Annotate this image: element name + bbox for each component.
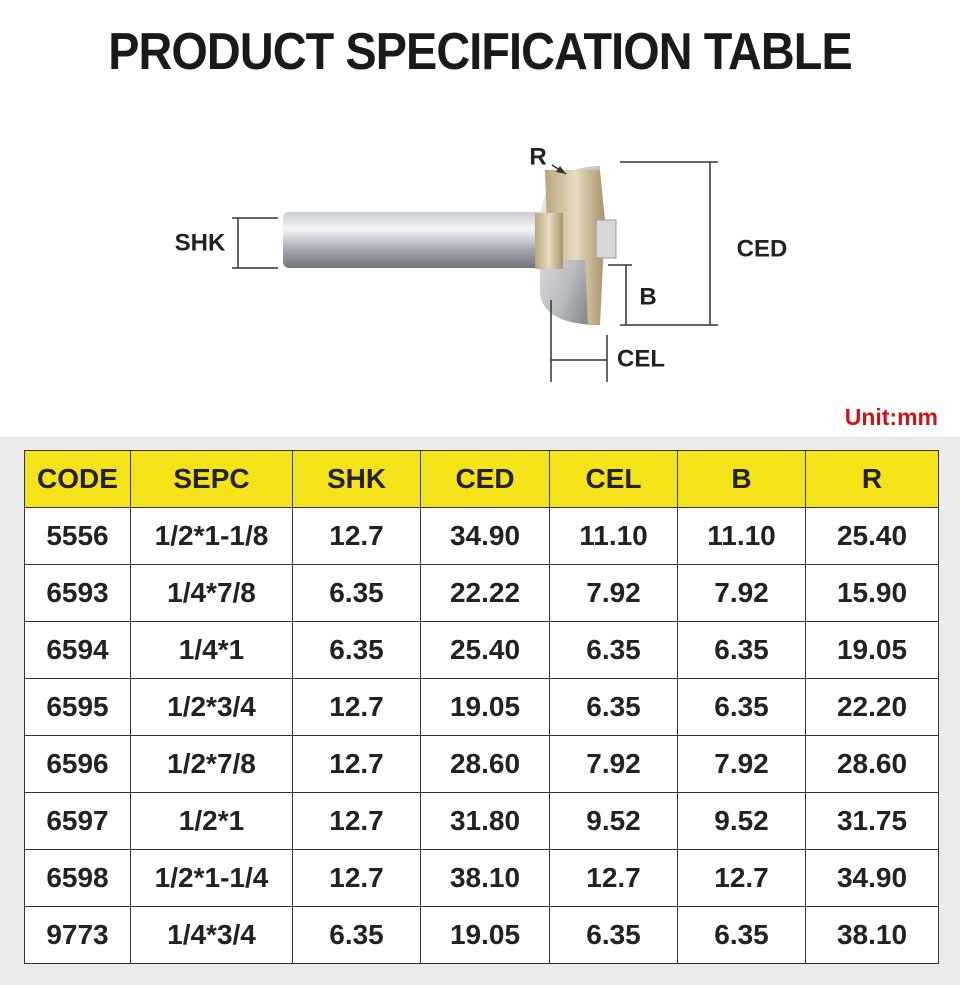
table-cell: 5556 (24, 507, 131, 565)
table-cell: 6.35 (549, 906, 678, 964)
table-cell: 38.10 (420, 849, 550, 907)
table-cell: 9773 (24, 906, 131, 964)
table-cell: 11.10 (677, 507, 806, 565)
column-header: CODE (24, 450, 131, 508)
table-row: 6595 1/2*3/4 12.7 19.05 6.35 6.35 22.20 (24, 678, 939, 736)
table-cell: 31.75 (805, 792, 939, 850)
table-cell: 12.7 (292, 792, 421, 850)
table-cell: 1/4*3/4 (130, 906, 293, 964)
table-cell: 9.52 (549, 792, 678, 850)
table-cell: 25.40 (420, 621, 550, 679)
table-row: 6597 1/2*1 12.7 31.80 9.52 9.52 31.75 (24, 792, 939, 850)
table-body: 5556 1/2*1-1/8 12.7 34.90 11.10 11.10 25.40 659… (24, 507, 939, 964)
table-cell: 28.60 (420, 735, 550, 793)
collar (535, 213, 563, 269)
table-cell: 1/4*7/8 (130, 564, 293, 622)
table-row: 6594 1/4*1 6.35 25.40 6.35 6.35 19.05 (24, 621, 939, 679)
arrow (556, 166, 566, 174)
table-cell: 19.05 (420, 906, 550, 964)
column-header: SHK (292, 450, 421, 508)
table-cell: 12.7 (677, 849, 806, 907)
column-header: CEL (549, 450, 678, 508)
table-cell: 1/2*7/8 (130, 735, 293, 793)
table-cell: 6.35 (677, 621, 806, 679)
table-cell: 6.35 (549, 621, 678, 679)
table-cell: 1/4*1 (130, 621, 293, 679)
unit-label: Unit:mm (844, 404, 938, 430)
label-r: R (529, 143, 546, 170)
table-cell: 1/2*1-1/4 (130, 849, 293, 907)
table-cell: 11.10 (549, 507, 678, 565)
table-cell: 6594 (24, 621, 131, 679)
table-cell: 15.90 (805, 564, 939, 622)
table-cell: 1/2*1 (130, 792, 293, 850)
table-cell: 22.20 (805, 678, 939, 736)
column-header: B (677, 450, 806, 508)
column-header: SEPC (130, 450, 293, 508)
table-cell: 28.60 (805, 735, 939, 793)
table-cell: 6597 (24, 792, 131, 850)
table-cell: 6.35 (549, 678, 678, 736)
table-cell: 12.7 (549, 849, 678, 907)
table-row: 9773 1/4*3/4 6.35 19.05 6.35 6.35 38.10 (24, 906, 939, 964)
table-cell: 1/2*1-1/8 (130, 507, 293, 565)
spec-table: CODE SEPC SHK CED CEL B R 5556 1/2*1-1/8 12.7 34.… (24, 450, 939, 964)
label-b: B (639, 283, 656, 310)
cutter-face (595, 219, 617, 259)
table-row: 6598 1/2*1-1/4 12.7 38.10 12.7 12.7 34.90 (24, 849, 939, 907)
label-cel: CEL (617, 345, 665, 372)
table-cell: 38.10 (805, 906, 939, 964)
table-cell: 7.92 (677, 564, 806, 622)
table-cell: 12.7 (292, 735, 421, 793)
dimension-lines (232, 161, 718, 382)
table-cell: 6.35 (677, 678, 806, 736)
table-cell: 19.05 (805, 621, 939, 679)
table-cell: 12.7 (292, 849, 421, 907)
table-cell: 6593 (24, 564, 131, 622)
table-cell: 6.35 (292, 906, 421, 964)
header-row: CODE SEPC SHK CED CEL B R (24, 450, 939, 508)
table-row: 6596 1/2*7/8 12.7 28.60 7.92 7.92 28.60 (24, 735, 939, 793)
table-cell: 6595 (24, 678, 131, 736)
label-shk: SHK (175, 229, 226, 256)
table-row: 5556 1/2*1-1/8 12.7 34.90 11.10 11.10 25.40 (24, 507, 939, 565)
table-cell: 12.7 (292, 507, 421, 565)
table-cell: 6.35 (292, 564, 421, 622)
table-row: 6593 1/4*7/8 6.35 22.22 7.92 7.92 15.90 (24, 564, 939, 622)
table-cell: 7.92 (549, 735, 678, 793)
label-ced: CED (737, 235, 788, 262)
table-cell: 34.90 (420, 507, 550, 565)
table-cell: 12.7 (292, 678, 421, 736)
table-cell: 34.90 (805, 849, 939, 907)
table-cell: 6.35 (292, 621, 421, 679)
bit-diagram: R SHK CED B CEL (175, 143, 788, 382)
column-header: R (805, 450, 939, 508)
table-cell: 7.92 (677, 735, 806, 793)
table-cell: 9.52 (677, 792, 806, 850)
table-cell: 6.35 (677, 906, 806, 964)
table-cell: 6596 (24, 735, 131, 793)
shank (283, 212, 545, 268)
page-title: PRODUCT SPECIFICATION TABLE (108, 23, 852, 81)
table-cell: 6598 (24, 849, 131, 907)
cutter-body (545, 170, 605, 325)
column-header: CED (420, 450, 550, 508)
table-cell: 1/2*3/4 (130, 678, 293, 736)
table-cell: 22.22 (420, 564, 550, 622)
table-cell: 25.40 (805, 507, 939, 565)
table-cell: 7.92 (549, 564, 678, 622)
table-cell: 19.05 (420, 678, 550, 736)
table-cell: 31.80 (420, 792, 550, 850)
